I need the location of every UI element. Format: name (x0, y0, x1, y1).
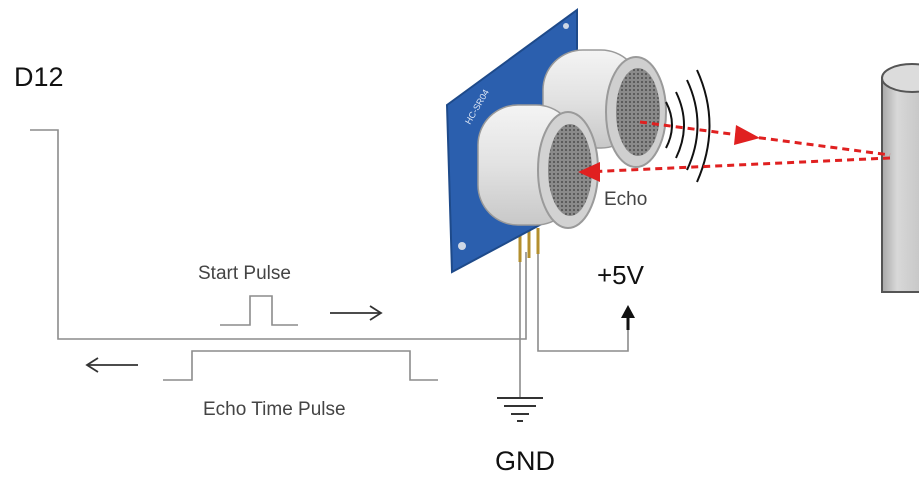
left-arrow-icon (85, 357, 138, 373)
outgoing-beam (639, 120, 891, 157)
signal-wires (30, 129, 629, 397)
ground-icon (497, 397, 543, 422)
ultrasonic-beam (584, 120, 891, 174)
vcc-label: +5V (597, 260, 644, 290)
return-beam (584, 156, 891, 174)
start-pulse-waveform (220, 295, 298, 326)
receiver-transducer (477, 104, 599, 229)
vcc-wire (537, 252, 629, 352)
outgoing-beam-arrowhead (734, 125, 760, 145)
start-pulse-label: Start Pulse (198, 263, 291, 284)
pin-label: D12 (14, 62, 64, 92)
obstacle-cylinder (881, 63, 919, 293)
ultrasonic-sensor: HC-SR04 (445, 8, 667, 274)
return-beam-arrowhead (578, 162, 600, 182)
echo-time-pulse-waveform (163, 350, 438, 381)
right-arrow-icon (330, 305, 383, 321)
echo-time-pulse-label: Echo Time Pulse (203, 399, 346, 420)
sound-wave-icon (665, 69, 711, 183)
echo-label: Echo (604, 189, 648, 210)
d12-wire (30, 129, 527, 340)
up-arrow-icon (621, 305, 635, 330)
gnd-label: GND (495, 446, 555, 476)
